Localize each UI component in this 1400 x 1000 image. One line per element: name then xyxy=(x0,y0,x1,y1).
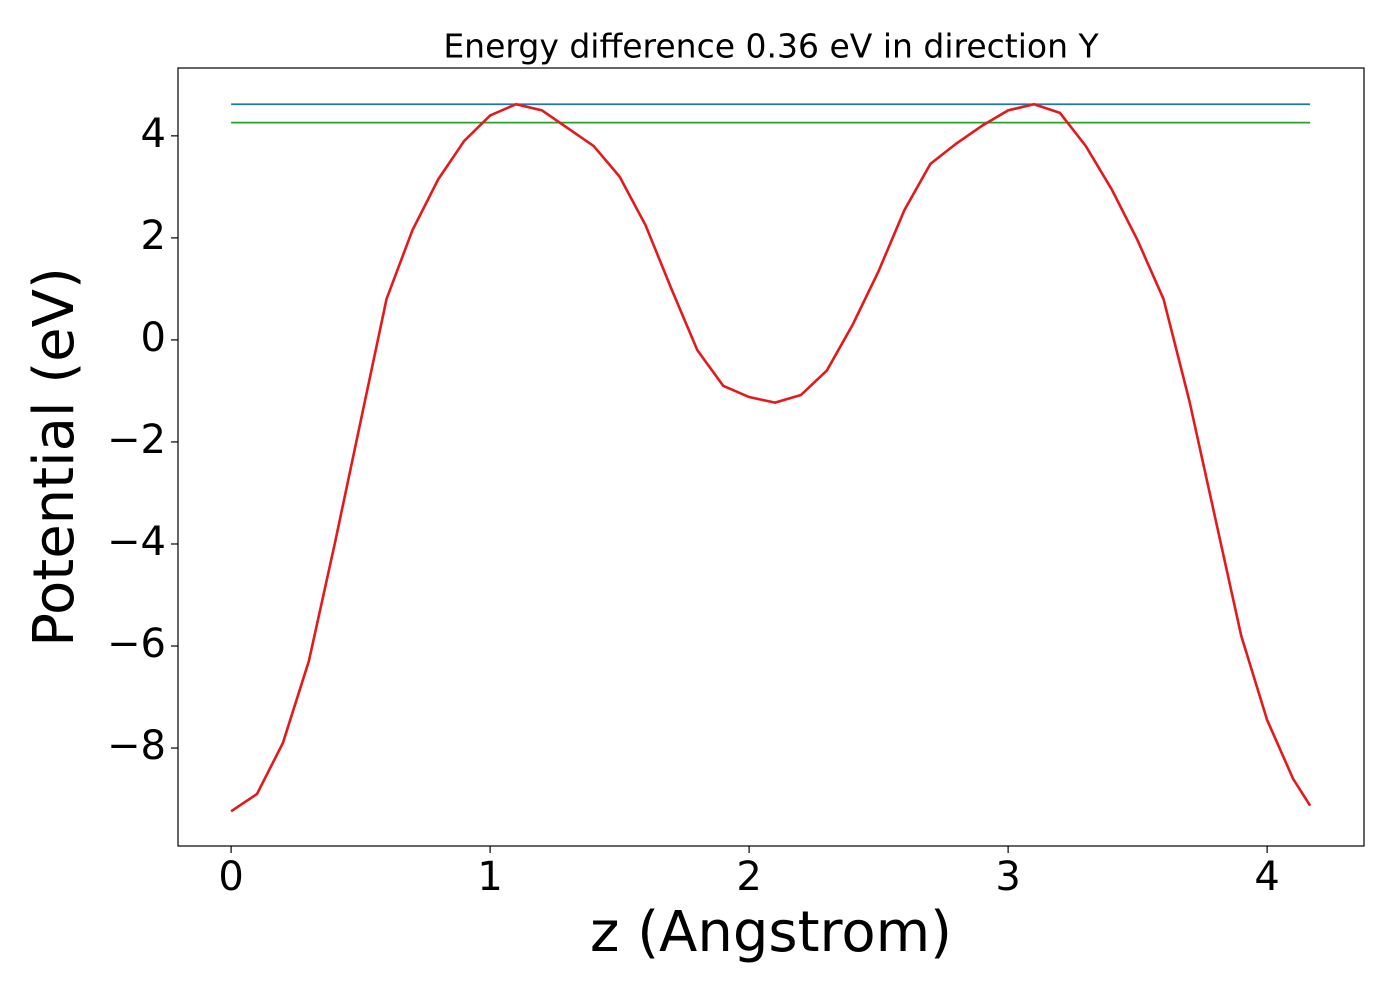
x-tick-label: 3 xyxy=(995,854,1020,900)
chart-title: Energy difference 0.36 eV in direction Y xyxy=(443,27,1099,66)
data-line xyxy=(230,102,1312,813)
y-tick-label: −4 xyxy=(107,519,166,565)
x-tick-label: 2 xyxy=(736,854,761,900)
x-tick-label: 0 xyxy=(218,854,243,900)
x-axis-label: z (Angstrom) xyxy=(590,900,952,965)
y-axis-label: Potential (eV) xyxy=(22,267,87,647)
y-tick-label: 2 xyxy=(141,213,166,259)
y-tick-label: −6 xyxy=(107,621,166,667)
x-tick-label: 4 xyxy=(1254,854,1279,900)
y-tick-label: 4 xyxy=(141,111,166,157)
y-tick-label: −2 xyxy=(107,417,166,463)
y-tick-label: 0 xyxy=(141,315,166,361)
y-tick-label: −8 xyxy=(107,723,166,769)
x-tick-label: 1 xyxy=(477,854,502,900)
plot-frame xyxy=(177,67,1365,847)
